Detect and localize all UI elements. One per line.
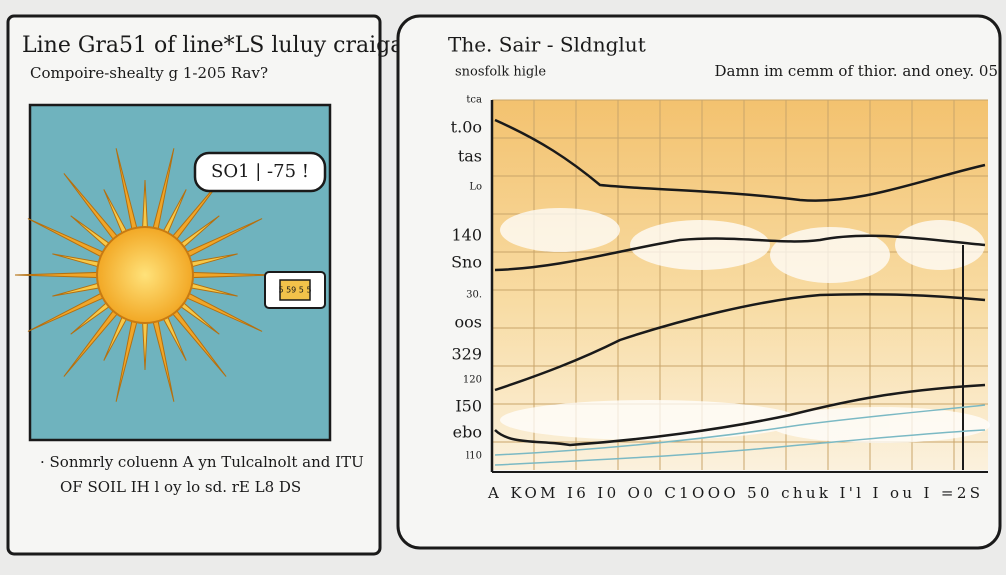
caption-line: OF SOIL IH l oy lo sd. rE L8 DS (60, 478, 301, 496)
y-label: 329 (451, 345, 482, 364)
y-label: oos (455, 313, 482, 332)
y-label: 30. (466, 290, 482, 301)
x-labels: A KOM I6 I0 O0 C1OOO 50 chuk I'l I ou I … (487, 484, 980, 502)
tag-chip (279, 279, 311, 301)
right-subtitle: snosfolk higle (455, 65, 546, 80)
y-label: I50 (455, 397, 482, 416)
sun-rays (14, 148, 276, 402)
hand-lines (494, 118, 986, 470)
y-label: tca (466, 95, 482, 106)
left-subtitle: Compoire-shealty g 1-205 Rav? (30, 64, 268, 82)
tag-text: 5 59 5 5 (278, 286, 311, 295)
y-label: Sno (451, 253, 482, 272)
water-lines (494, 404, 986, 466)
y-label: tas (458, 147, 482, 166)
y-label: 140 (451, 226, 482, 245)
y-label: Lo (469, 182, 482, 193)
y-label: ebo (453, 423, 482, 442)
y-label: t.0o (451, 118, 482, 137)
y-label: l10 (466, 451, 482, 462)
y-label: 120 (463, 375, 482, 386)
speech-bubble (193, 151, 327, 193)
caption-line: · Sonmrly coluenn A yn Tulcalnolt and IT… (40, 453, 364, 471)
right-title: The. Sair - Sldnglut (448, 33, 646, 57)
bubble-text: SO1 | -75 ! (211, 161, 309, 182)
left-title: Line Gra51 of line*LS luluy craigat (22, 33, 412, 58)
y-labels: tca t.0o tas Lo 140 Sno 30. oos 329 120 I50 ebo l10 (451, 95, 482, 462)
sun (96, 226, 194, 324)
clouds (500, 208, 990, 443)
right-note: Damn im cemm of thior. and oney. 05 (715, 62, 998, 80)
